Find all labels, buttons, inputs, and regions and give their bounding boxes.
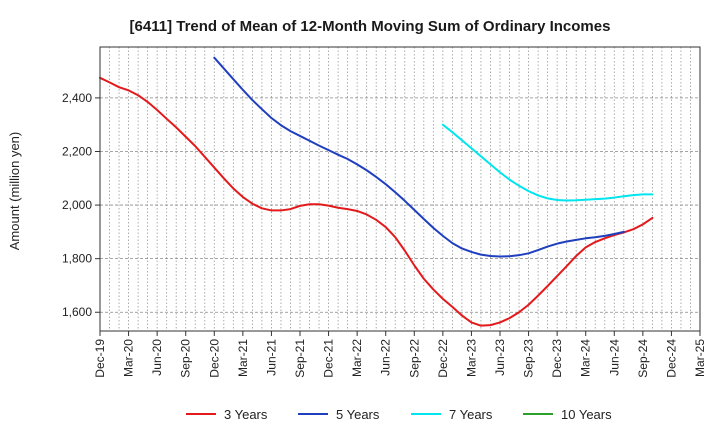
legend-item: 3 Years — [186, 407, 268, 422]
legend-label: 7 Years — [449, 407, 493, 422]
legend-item: 5 Years — [298, 407, 380, 422]
series-layer — [99, 56, 654, 327]
y-tick-label: 2,400 — [62, 91, 92, 105]
x-tick-label: Mar-24 — [579, 339, 593, 377]
x-axis-ticks: Dec-19 Mar-20 Jun-20 Sep-20 Dec-20 Mar-21 Jun-… — [93, 331, 707, 378]
y-tick-label: 2,000 — [62, 198, 92, 212]
x-tick-label: Jun-24 — [607, 339, 621, 376]
x-tick-label: Dec-23 — [550, 339, 564, 378]
plot-frame — [99, 46, 701, 332]
y-tick-label: 1,800 — [62, 252, 92, 266]
x-tick-label: Jun-23 — [493, 339, 507, 376]
x-tick-label: Dec-21 — [322, 339, 336, 378]
grid — [100, 47, 700, 331]
x-tick-label: Mar-22 — [350, 339, 364, 377]
y-axis-label: Amount (million yen) — [7, 132, 22, 251]
legend-label: 5 Years — [336, 407, 380, 422]
x-tick-label: Jun-22 — [379, 339, 393, 376]
x-tick-label: Sep-20 — [179, 339, 193, 378]
x-tick-label: Sep-24 — [636, 339, 650, 378]
y-axis-ticks: 1,600 1,800 2,000 2,200 2,400 — [62, 91, 100, 319]
series-line-7-years — [441, 123, 654, 202]
x-tick-label: Jun-21 — [264, 339, 278, 376]
legend-item: 10 Years — [523, 407, 612, 422]
x-tick-label: Dec-20 — [207, 339, 221, 378]
x-tick-label: Mar-25 — [693, 339, 707, 377]
x-tick-label: Sep-22 — [407, 339, 421, 378]
x-tick-label: Mar-21 — [236, 339, 250, 377]
legend-label: 10 Years — [561, 407, 612, 422]
legend-item: 7 Years — [411, 407, 493, 422]
series-line-3-years — [99, 76, 654, 327]
x-tick-label: Jun-20 — [150, 339, 164, 376]
x-tick-label: Sep-21 — [293, 339, 307, 378]
x-tick-label: Dec-19 — [93, 339, 107, 378]
x-tick-label: Dec-24 — [664, 339, 678, 378]
y-tick-label: 2,200 — [62, 144, 92, 158]
x-tick-label: Sep-23 — [522, 339, 536, 378]
chart-title: [6411] Trend of Mean of 12-Month Moving … — [130, 18, 611, 35]
x-tick-label: Dec-22 — [436, 339, 450, 378]
x-tick-label: Mar-20 — [122, 339, 136, 377]
series-line-5-years — [213, 56, 625, 258]
legend: 3 Years 5 Years 7 Years 10 Years — [186, 407, 612, 422]
legend-label: 3 Years — [224, 407, 268, 422]
y-tick-label: 1,600 — [62, 305, 92, 319]
x-tick-label: Mar-23 — [464, 339, 478, 377]
